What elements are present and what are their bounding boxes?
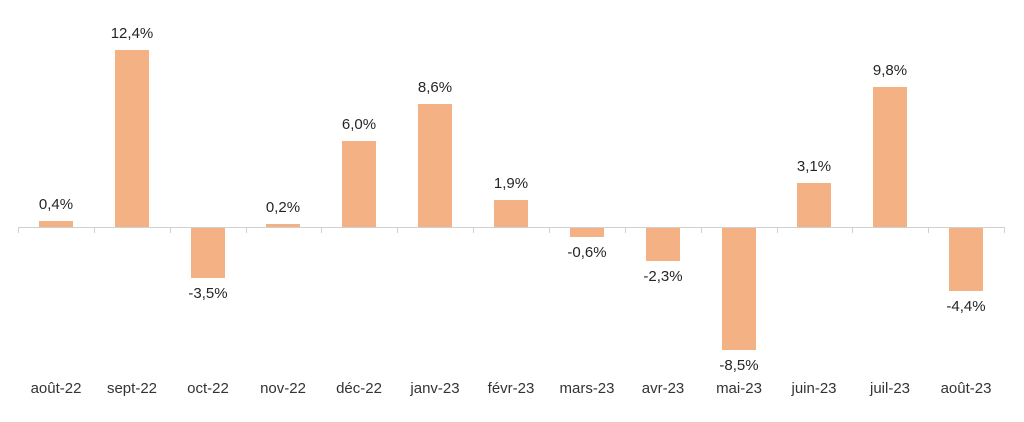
category-label: août-23 <box>940 380 992 397</box>
category-label: mars-23 <box>559 380 615 397</box>
bar-févr-23 <box>494 200 528 227</box>
axis-tick <box>94 228 95 233</box>
value-label: 0,2% <box>265 199 301 216</box>
category-label: févr-23 <box>487 380 535 397</box>
value-label: -8,5% <box>719 357 759 374</box>
bar-août-22 <box>39 221 73 227</box>
bar-janv-23 <box>418 104 452 227</box>
category-label: mai-23 <box>716 380 762 397</box>
axis-tick <box>852 228 853 233</box>
bar-oct-22 <box>191 228 225 278</box>
axis-tick <box>246 228 247 233</box>
axis-tick <box>928 228 929 233</box>
category-label: juil-23 <box>869 380 911 397</box>
value-label: 6,0% <box>341 116 377 133</box>
bar-déc-22 <box>342 141 376 227</box>
category-label: nov-22 <box>260 380 306 397</box>
value-label: -3,5% <box>188 285 228 302</box>
x-axis-line <box>18 227 1006 228</box>
axis-tick <box>549 228 550 233</box>
axis-tick <box>170 228 171 233</box>
value-label: 9,8% <box>872 62 908 79</box>
value-label: -4,4% <box>946 298 986 315</box>
category-label: sept-22 <box>106 380 158 397</box>
value-label: 12,4% <box>110 25 154 42</box>
value-label: 8,6% <box>417 79 453 96</box>
bar-mai-23 <box>722 228 756 350</box>
bar-août-23 <box>949 228 983 291</box>
axis-tick <box>777 228 778 233</box>
category-label: oct-22 <box>187 380 229 397</box>
bar-avr-23 <box>646 228 680 261</box>
bar-juin-23 <box>797 183 831 227</box>
value-label: 1,9% <box>493 175 529 192</box>
axis-tick <box>321 228 322 233</box>
category-label: avr-23 <box>641 380 685 397</box>
axis-tick <box>18 228 19 233</box>
category-label: janv-23 <box>410 380 460 397</box>
axis-tick <box>701 228 702 233</box>
bar-mars-23 <box>570 228 604 237</box>
value-label: 0,4% <box>38 196 74 213</box>
value-label: 3,1% <box>796 158 832 175</box>
category-label: juin-23 <box>791 380 837 397</box>
axis-tick <box>473 228 474 233</box>
bar-nov-22 <box>266 224 300 227</box>
category-label: août-22 <box>30 380 82 397</box>
axis-tick <box>397 228 398 233</box>
value-label: -2,3% <box>643 268 683 285</box>
value-label: -0,6% <box>567 244 607 261</box>
category-label: déc-22 <box>336 380 382 397</box>
bar-sept-22 <box>115 50 149 227</box>
bar-juil-23 <box>873 87 907 227</box>
axis-tick <box>1004 228 1005 233</box>
axis-tick <box>625 228 626 233</box>
